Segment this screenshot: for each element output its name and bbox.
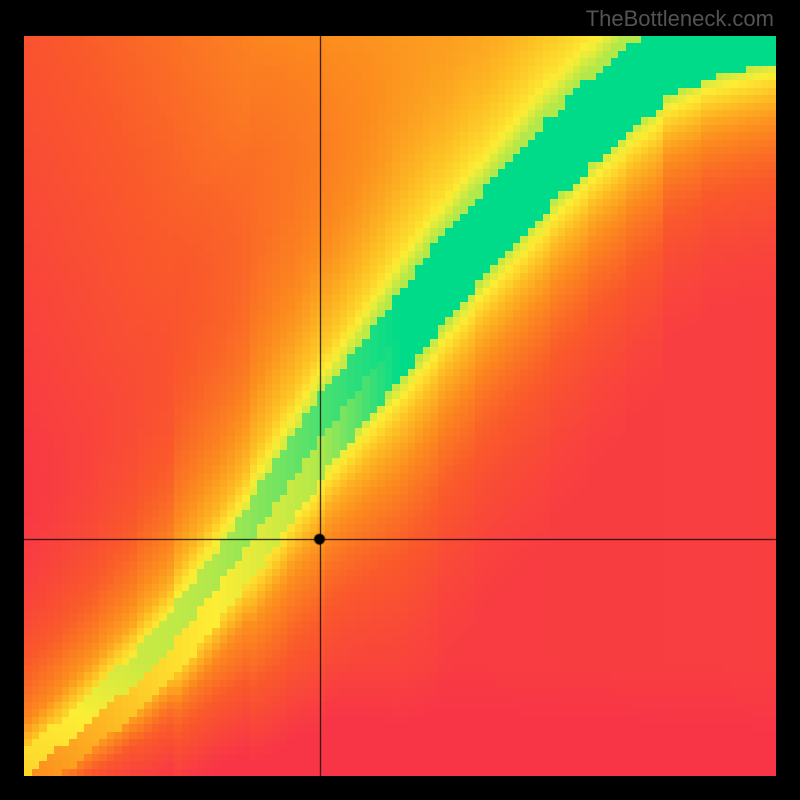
chart-container: TheBottleneck.com <box>0 0 800 800</box>
watermark-text: TheBottleneck.com <box>586 6 774 32</box>
crosshair-overlay <box>0 0 800 800</box>
